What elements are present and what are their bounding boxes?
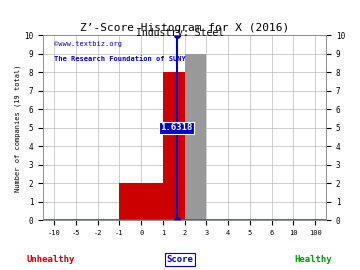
Bar (120, 183, 163, 220)
Text: Healthy: Healthy (294, 255, 332, 264)
Text: Score: Score (167, 255, 193, 264)
Text: ©www.textbiz.org: ©www.textbiz.org (54, 41, 122, 47)
Text: 1.6318: 1.6318 (161, 123, 193, 132)
Title: Z’-Score Histogram for X (2016): Z’-Score Histogram for X (2016) (80, 23, 289, 33)
Text: Unhealthy: Unhealthy (26, 255, 75, 264)
Bar (185, 54, 206, 220)
Y-axis label: Number of companies (19 total): Number of companies (19 total) (15, 64, 22, 192)
Bar (163, 72, 185, 220)
Text: The Research Foundation of SUNY: The Research Foundation of SUNY (54, 56, 186, 62)
Text: Industry: Steel: Industry: Steel (136, 28, 224, 38)
